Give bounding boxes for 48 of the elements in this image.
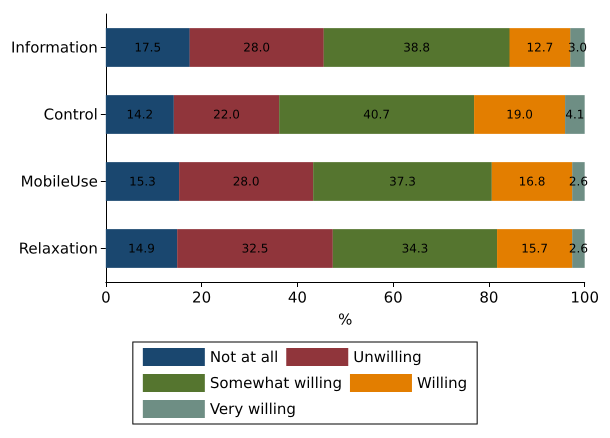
y-tick-label: MobileUse xyxy=(20,172,98,190)
data-label: 28.0 xyxy=(232,174,260,188)
legend-label: Somewhat willing xyxy=(210,374,342,392)
x-tick-label: 100 xyxy=(570,288,600,306)
data-label: 4.1 xyxy=(565,108,584,122)
x-tick-label: 0 xyxy=(101,288,111,306)
bar xyxy=(332,229,498,268)
bar xyxy=(177,229,333,268)
data-label: 37.3 xyxy=(389,174,416,188)
data-label: 15.7 xyxy=(521,242,548,256)
x-tick-label: 40 xyxy=(288,288,307,306)
data-label: 22.0 xyxy=(213,108,240,122)
bar xyxy=(106,95,174,134)
bar xyxy=(174,95,280,134)
x-axis-title: % xyxy=(338,310,352,328)
y-tick-label: Control xyxy=(44,106,98,124)
data-label: 17.5 xyxy=(134,40,162,54)
bar xyxy=(565,95,585,134)
bar xyxy=(324,28,510,67)
legend-label: Unwilling xyxy=(353,348,422,366)
x-tick-label: 60 xyxy=(384,288,403,306)
bar xyxy=(179,162,314,201)
bar xyxy=(313,162,492,201)
data-label: 38.8 xyxy=(403,40,430,54)
bar xyxy=(510,28,570,67)
legend-label: Very willing xyxy=(210,400,296,418)
y-tick-label: Relaxation xyxy=(18,240,98,258)
data-label: 19.0 xyxy=(506,108,533,122)
y-tick-label: Information xyxy=(10,38,98,56)
bar xyxy=(106,229,178,268)
bar xyxy=(279,95,474,134)
data-label: 16.8 xyxy=(518,174,546,188)
bar xyxy=(106,162,180,201)
x-tick-label: 20 xyxy=(192,288,212,306)
data-label: 14.9 xyxy=(128,242,155,256)
legend-label: Not at all xyxy=(210,348,278,366)
data-label: 15.3 xyxy=(129,174,156,188)
bar xyxy=(106,28,190,67)
x-tick-label: 80 xyxy=(479,288,498,306)
data-label: 12.7 xyxy=(526,40,554,54)
data-label: 14.2 xyxy=(126,108,154,122)
data-label: 28.0 xyxy=(243,40,270,54)
data-label: 32.5 xyxy=(242,242,268,256)
data-label: 34.3 xyxy=(402,242,428,256)
bar xyxy=(474,95,566,134)
bar xyxy=(190,28,324,67)
legend-label: Willing xyxy=(416,374,468,392)
data-label: 40.7 xyxy=(363,108,390,122)
